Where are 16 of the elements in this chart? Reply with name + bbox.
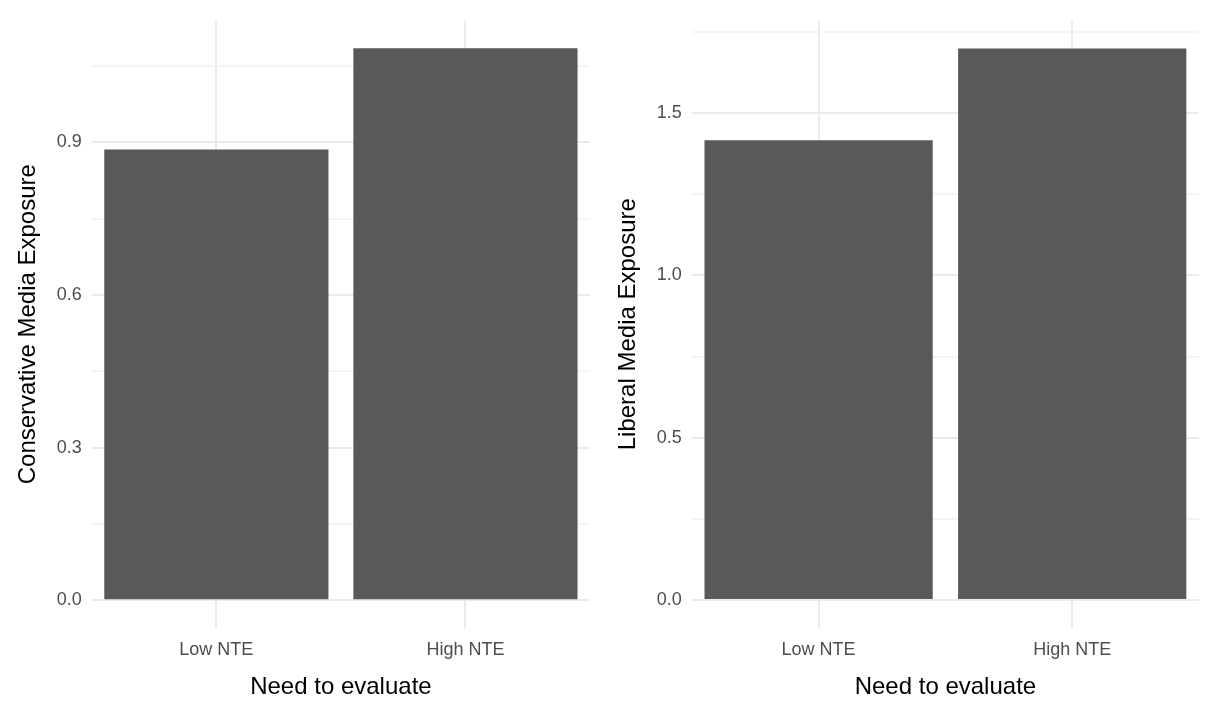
y-axis-title: Conservative Media Exposure [13, 164, 41, 485]
y-tick-label: 1.5 [656, 101, 682, 122]
x-tick-label: High NTE [1033, 639, 1112, 660]
y-tick-label: 0.6 [56, 283, 82, 304]
x-tick-label: Low NTE [781, 639, 856, 660]
y-axis-title: Liberal Media Exposure [613, 198, 641, 451]
x-axis-title: Need to evaluate [854, 672, 1037, 700]
x-tick-label: High NTE [426, 639, 505, 660]
y-tick-label: 0.5 [656, 426, 682, 447]
y-tick-label: 0.3 [56, 436, 82, 457]
y-tick-label: 0.9 [56, 131, 82, 152]
x-axis-title: Need to evaluate [250, 672, 432, 700]
y-tick-label: 0.0 [656, 588, 682, 609]
y-tick-label: 1.0 [656, 264, 682, 285]
y-tick-label: 0.0 [56, 589, 82, 610]
x-tick-label: Low NTE [179, 639, 254, 660]
